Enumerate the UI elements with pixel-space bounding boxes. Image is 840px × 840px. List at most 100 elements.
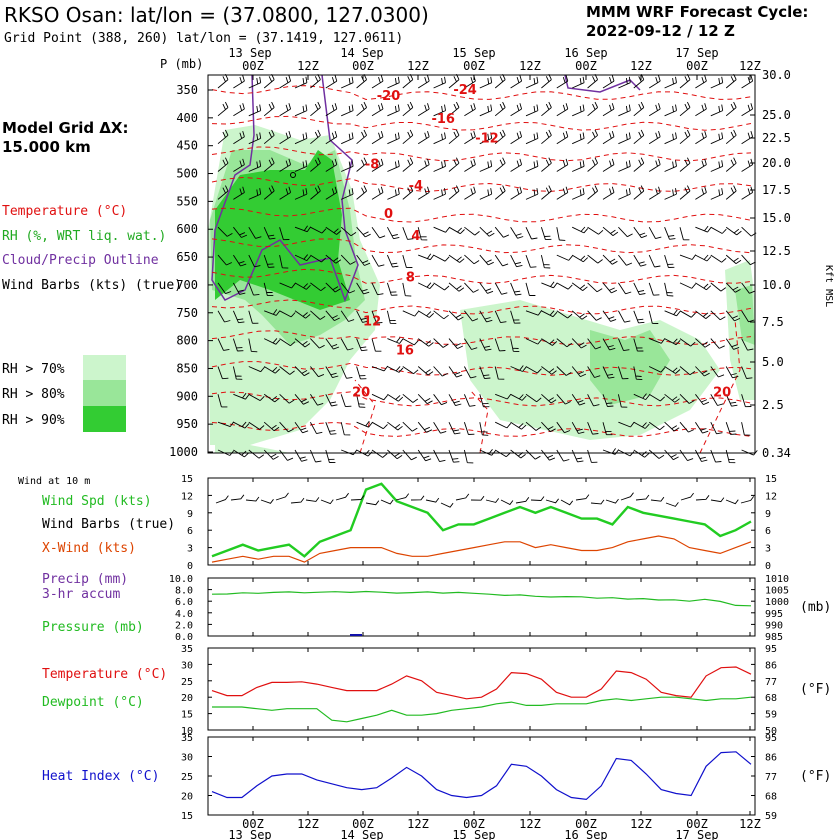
temperature-contour-label: 12 xyxy=(363,315,381,330)
y-tick-label: 3 xyxy=(187,544,193,555)
cloud-outline-main xyxy=(211,74,359,303)
wind-barb xyxy=(294,188,308,200)
wind-barb xyxy=(648,421,665,431)
wind-barb xyxy=(494,226,510,238)
surface-wind-barb xyxy=(560,499,574,506)
y-tick-label: 0 xyxy=(187,561,193,572)
surface-wind-barb xyxy=(260,499,274,504)
wind-barb xyxy=(695,449,708,462)
wind-barb xyxy=(571,394,586,406)
wind-barb xyxy=(510,254,523,268)
wind-barb xyxy=(310,421,323,435)
wind-barb xyxy=(387,104,400,117)
right-tick-label: 68 xyxy=(765,792,777,803)
wind-barb xyxy=(433,282,450,291)
wind-barb xyxy=(279,449,294,461)
wind-barb xyxy=(433,310,449,320)
wind-barb xyxy=(587,282,603,293)
temperature-contour-label: 16 xyxy=(396,344,414,359)
wind-barb xyxy=(217,74,229,89)
wind-barb xyxy=(540,254,551,269)
wind-barb xyxy=(248,254,261,268)
temperature-contour xyxy=(699,319,741,454)
surface-wind-barb xyxy=(290,497,305,504)
wind-barb xyxy=(433,394,448,406)
wind-barb xyxy=(664,227,676,240)
wind-barb xyxy=(525,227,538,240)
wind-barb xyxy=(725,74,737,89)
wind-barb xyxy=(325,130,338,145)
wind-barb xyxy=(741,282,756,294)
kft-tick-label: 0.34 xyxy=(762,446,791,460)
wind-barb xyxy=(310,310,326,320)
wind-barb xyxy=(325,394,338,407)
xwind-label: X-Wind (kts) xyxy=(42,541,136,556)
wind-barb xyxy=(217,394,228,408)
wind-barb xyxy=(371,282,384,296)
kft-tick-label: 5.0 xyxy=(762,355,784,369)
wind-barb xyxy=(679,129,691,145)
wind-barb xyxy=(494,157,506,172)
wind-barb xyxy=(648,310,659,324)
wind-barb xyxy=(279,186,292,200)
surface-wind-barb xyxy=(485,498,500,503)
wind-barb xyxy=(464,158,476,172)
wind-barb xyxy=(294,282,311,290)
wind-barb xyxy=(233,75,245,89)
wind-barb xyxy=(248,393,265,401)
wind-barb xyxy=(541,101,552,117)
wind-barb xyxy=(617,394,628,408)
wind-barb xyxy=(263,129,275,145)
wind-barb xyxy=(710,132,724,145)
wind-barb xyxy=(725,129,737,145)
temperature-contour-label: -16 xyxy=(431,112,455,127)
wind-barb xyxy=(248,226,262,239)
pressure-tick-label: 650 xyxy=(176,250,198,264)
wind-barb xyxy=(418,253,435,261)
wind-barb xyxy=(602,103,615,117)
wind-barb xyxy=(448,282,465,292)
wind-barb xyxy=(479,160,493,172)
wind-barb xyxy=(279,130,292,145)
wind-barb xyxy=(294,160,308,172)
kft-tick-label: 17.5 xyxy=(762,183,791,197)
wind-barb xyxy=(248,449,265,459)
wind-barb xyxy=(664,309,681,317)
temperature-contour xyxy=(211,268,752,284)
wind-barb xyxy=(587,185,599,200)
wind-barb xyxy=(664,188,677,200)
time-tick-label: 00Z xyxy=(575,59,597,73)
wind-barb xyxy=(232,338,244,352)
time-tick-label: 00Z xyxy=(242,59,264,73)
wind-barb xyxy=(648,158,661,172)
x-time-label: 12Z xyxy=(630,817,652,831)
wind-barb xyxy=(525,160,539,172)
kft-tick-label: 30.0 xyxy=(762,68,791,82)
wind-barb xyxy=(356,74,368,89)
wind-barb xyxy=(479,366,491,380)
wind-barb xyxy=(356,101,368,117)
right-tick-label: 15 xyxy=(765,474,777,485)
wind-barb xyxy=(664,104,677,117)
wind-barb xyxy=(679,366,696,376)
wind-barb xyxy=(325,310,340,322)
surface-wind-barb xyxy=(740,496,755,504)
wind-barb xyxy=(448,129,460,145)
wind-barb xyxy=(263,101,275,117)
wind-barb xyxy=(541,310,558,318)
wind-barb xyxy=(248,76,262,89)
wind-barb xyxy=(571,282,588,291)
wind-barb xyxy=(371,310,383,324)
wind-barb xyxy=(725,282,741,293)
cross-section-axes: 350 400 450 500 550 600 650 700 750 800 850 900 950 1… xyxy=(169,46,791,460)
wind-barb xyxy=(448,185,460,200)
wind-barb xyxy=(217,421,235,428)
date-label: 13 Sep xyxy=(228,46,271,60)
wind-barb xyxy=(602,338,616,351)
legend-rh90: RH > 90% xyxy=(2,413,65,428)
wind-barb xyxy=(294,338,311,348)
legend-rh: RH (%, WRT liq. wat.) xyxy=(2,229,166,244)
wind-barb xyxy=(402,366,419,375)
wind-barb xyxy=(340,422,351,436)
wind-barb xyxy=(248,421,265,430)
